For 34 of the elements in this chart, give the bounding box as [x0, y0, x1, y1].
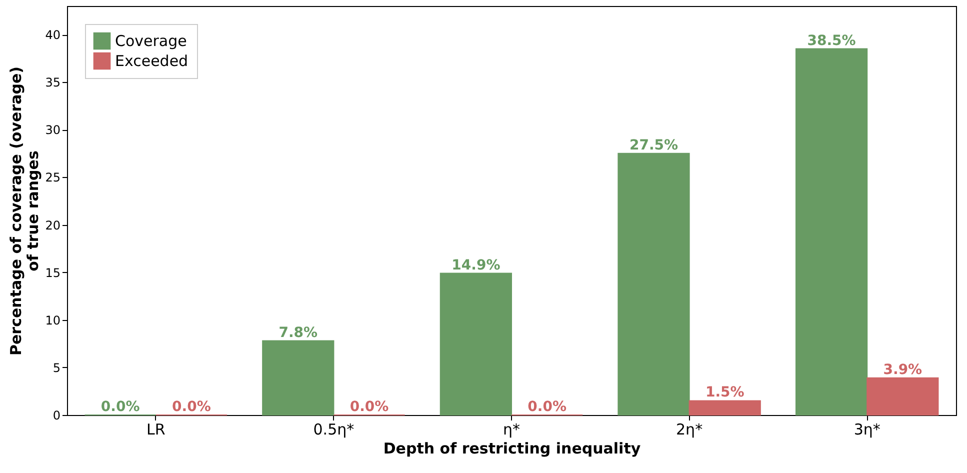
data-label: 1.5% [705, 384, 744, 401]
data-label: 27.5% [629, 137, 678, 154]
bar [688, 400, 761, 416]
bar [440, 272, 512, 416]
x-axis-title: Depth of restricting inequality [383, 440, 641, 458]
legend-label: Exceeded [115, 52, 188, 70]
data-label: 38.5% [807, 32, 856, 49]
data-label: 3.9% [883, 362, 922, 378]
legend-label: Coverage [115, 32, 187, 50]
x-tick-label: η* [502, 420, 520, 438]
data-label: 7.8% [278, 324, 318, 341]
y-tick-label: 30 [45, 123, 60, 138]
y-axis-title: Percentage of coverage (overage) of true ranges [7, 66, 42, 356]
bar [795, 48, 868, 416]
data-label: 0.0% [528, 399, 566, 415]
y-tick-label: 20 [45, 218, 60, 232]
y-tick-label: 0 [52, 408, 60, 422]
x-tick-label: 3η* [854, 420, 881, 438]
y-tick-label: 35 [45, 76, 60, 90]
bar [866, 377, 939, 416]
bar [618, 152, 690, 416]
y-tick-label: 15 [45, 266, 60, 280]
data-label: 0.0% [172, 399, 211, 415]
bar [262, 340, 334, 416]
x-tick-label: LR [146, 420, 166, 438]
data-label: 0.0% [350, 399, 389, 415]
y-tick-label: 10 [45, 313, 60, 328]
x-tick-label: 2η* [676, 420, 704, 438]
data-label: 0.0% [100, 399, 140, 415]
y-tick-label: 5 [52, 360, 60, 375]
data-label: 14.9% [452, 257, 500, 274]
x-tick-label: 0.5η* [313, 420, 355, 438]
y-tick-label: 40 [45, 28, 60, 42]
y-tick-label: 25 [45, 170, 60, 185]
